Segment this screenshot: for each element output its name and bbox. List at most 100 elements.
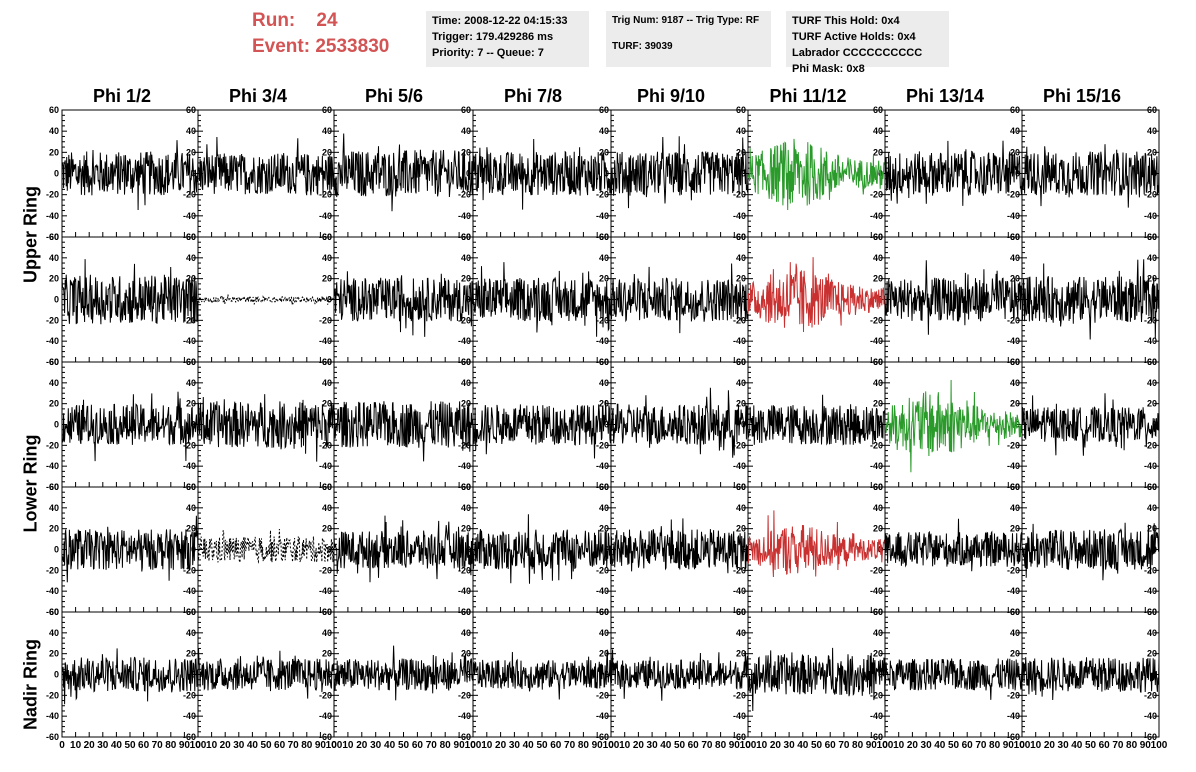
y-tick-label: -20 (1144, 440, 1157, 450)
y-tick-label: -40 (183, 336, 196, 346)
y-tick-label: 20 (1147, 649, 1157, 659)
y-tick-label: 40 (1010, 253, 1020, 263)
y-tick-label: -20 (46, 690, 59, 700)
y-tick-label: 0 (327, 545, 332, 555)
trigger-text: Trigger: 179.429286 ms (432, 31, 554, 43)
waveform-r4-c3 (472, 649, 612, 700)
x-tick-label: 90 (315, 740, 327, 751)
y-tick-label: -40 (870, 211, 883, 221)
y-tick-label: -20 (1144, 315, 1157, 325)
y-tick-label: -40 (1144, 336, 1157, 346)
y-tick-label: -20 (319, 440, 332, 450)
x-tick-label: 50 (1085, 740, 1097, 751)
y-tick-label: -40 (1007, 586, 1020, 596)
waveform-r0-c3 (472, 138, 612, 210)
y-tick-label: 40 (1010, 378, 1020, 388)
y-tick-label: -20 (870, 690, 883, 700)
y-tick-label: 0 (604, 420, 609, 430)
y-tick-label: -20 (458, 565, 471, 575)
x-tick-label: 20 (84, 740, 96, 751)
y-tick-label: 60 (1147, 482, 1157, 492)
x-tick-label: 60 (1099, 740, 1111, 751)
y-tick-label: -20 (183, 315, 196, 325)
y-tick-label: 60 (873, 482, 883, 492)
y-tick-label: 40 (461, 253, 471, 263)
y-tick-label: -20 (596, 690, 609, 700)
y-tick-label: -20 (183, 190, 196, 200)
y-tick-label: -40 (319, 211, 332, 221)
y-tick-label: -40 (183, 586, 196, 596)
y-tick-label: -20 (1144, 690, 1157, 700)
y-tick-label: -40 (319, 336, 332, 346)
waveform-r0-c1 (197, 136, 335, 196)
x-tick-label: 60 (138, 740, 150, 751)
y-tick-label: -40 (46, 336, 59, 346)
y-tick-label: -40 (733, 461, 746, 471)
waveform-r3-c3 (472, 514, 612, 584)
y-tick-label: 60 (599, 105, 609, 115)
y-tick-label: 60 (322, 232, 332, 242)
x-tick-label: 100 (877, 740, 894, 751)
y-tick-label: 40 (322, 503, 332, 513)
waveform-r0-c5 (747, 138, 886, 211)
y-tick-label: 40 (186, 378, 196, 388)
run-event-header: Run: 24 Event: 2533830 (252, 8, 417, 60)
y-tick-label: -20 (733, 190, 746, 200)
waveform-r3-c2 (333, 515, 474, 583)
x-tick-label: 10 (70, 740, 82, 751)
y-tick-label: 40 (49, 253, 59, 263)
x-tick-label: 50 (124, 740, 136, 751)
y-tick-label: 40 (186, 126, 196, 136)
y-tick-label: -20 (1007, 190, 1020, 200)
x-tick-label: 40 (111, 740, 123, 751)
trig-num-text: Trig Num: 9187 -- Trig Type: RF (612, 15, 760, 26)
x-tick-label: 70 (701, 740, 713, 751)
y-tick-label: -40 (46, 461, 59, 471)
y-tick-label: 20 (322, 399, 332, 409)
y-tick-label: 20 (186, 524, 196, 534)
x-tick-label: 100 (1151, 740, 1168, 751)
x-tick-label: 0 (470, 740, 476, 751)
y-tick-label: 40 (1147, 253, 1157, 263)
y-tick-label: 40 (873, 126, 883, 136)
x-tick-label: 30 (784, 740, 796, 751)
y-tick-label: 60 (599, 232, 609, 242)
y-tick-label: 20 (1147, 399, 1157, 409)
x-tick-label: 10 (481, 740, 493, 751)
y-tick-label: 20 (736, 274, 746, 284)
x-tick-label: 20 (356, 740, 368, 751)
y-tick-label: -20 (183, 565, 196, 575)
y-tick-label: -60 (46, 357, 59, 367)
y-tick-label: 60 (1010, 105, 1020, 115)
y-tick-label: -20 (458, 690, 471, 700)
x-tick-label: 30 (1058, 740, 1070, 751)
x-tick-label: 90 (179, 740, 191, 751)
y-tick-label: 60 (49, 482, 59, 492)
y-tick-label: 20 (1010, 524, 1020, 534)
y-tick-label: -60 (1007, 732, 1020, 742)
y-tick-label: 40 (322, 253, 332, 263)
y-tick-label: -20 (458, 190, 471, 200)
x-tick-label: 90 (454, 740, 466, 751)
y-tick-label: -20 (870, 440, 883, 450)
y-tick-label: 60 (599, 607, 609, 617)
y-tick-label: 20 (186, 399, 196, 409)
y-tick-label: -60 (1144, 732, 1157, 742)
y-tick-label: -60 (458, 732, 471, 742)
y-tick-label: -60 (46, 607, 59, 617)
x-tick-label: 10 (756, 740, 768, 751)
x-tick-label: 20 (633, 740, 645, 751)
x-tick-label: 50 (536, 740, 548, 751)
y-tick-label: 40 (736, 378, 746, 388)
x-tick-label: 30 (921, 740, 933, 751)
y-tick-label: 20 (736, 524, 746, 534)
x-tick-label: 0 (331, 740, 337, 751)
y-tick-label: 60 (873, 357, 883, 367)
y-tick-label: -40 (870, 711, 883, 721)
y-tick-label: -40 (1007, 336, 1020, 346)
y-tick-label: 40 (736, 628, 746, 638)
y-tick-label: 20 (599, 399, 609, 409)
y-tick-label: 40 (1147, 378, 1157, 388)
y-tick-label: -40 (733, 211, 746, 221)
y-tick-label: 20 (461, 274, 471, 284)
